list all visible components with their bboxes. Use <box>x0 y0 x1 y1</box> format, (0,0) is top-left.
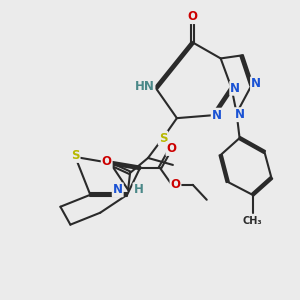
Text: N: N <box>212 109 222 122</box>
Text: S: S <box>71 149 80 162</box>
Text: N: N <box>251 77 261 90</box>
Text: N: N <box>230 82 240 95</box>
Text: O: O <box>188 10 198 23</box>
Text: H: H <box>134 183 143 196</box>
Text: CH₃: CH₃ <box>243 216 262 226</box>
Text: N: N <box>113 183 123 196</box>
Text: S: S <box>159 132 167 145</box>
Text: N: N <box>235 108 244 121</box>
Text: HN: HN <box>135 80 155 93</box>
Text: O: O <box>170 178 181 191</box>
Text: O: O <box>102 155 112 168</box>
Text: O: O <box>167 142 176 155</box>
